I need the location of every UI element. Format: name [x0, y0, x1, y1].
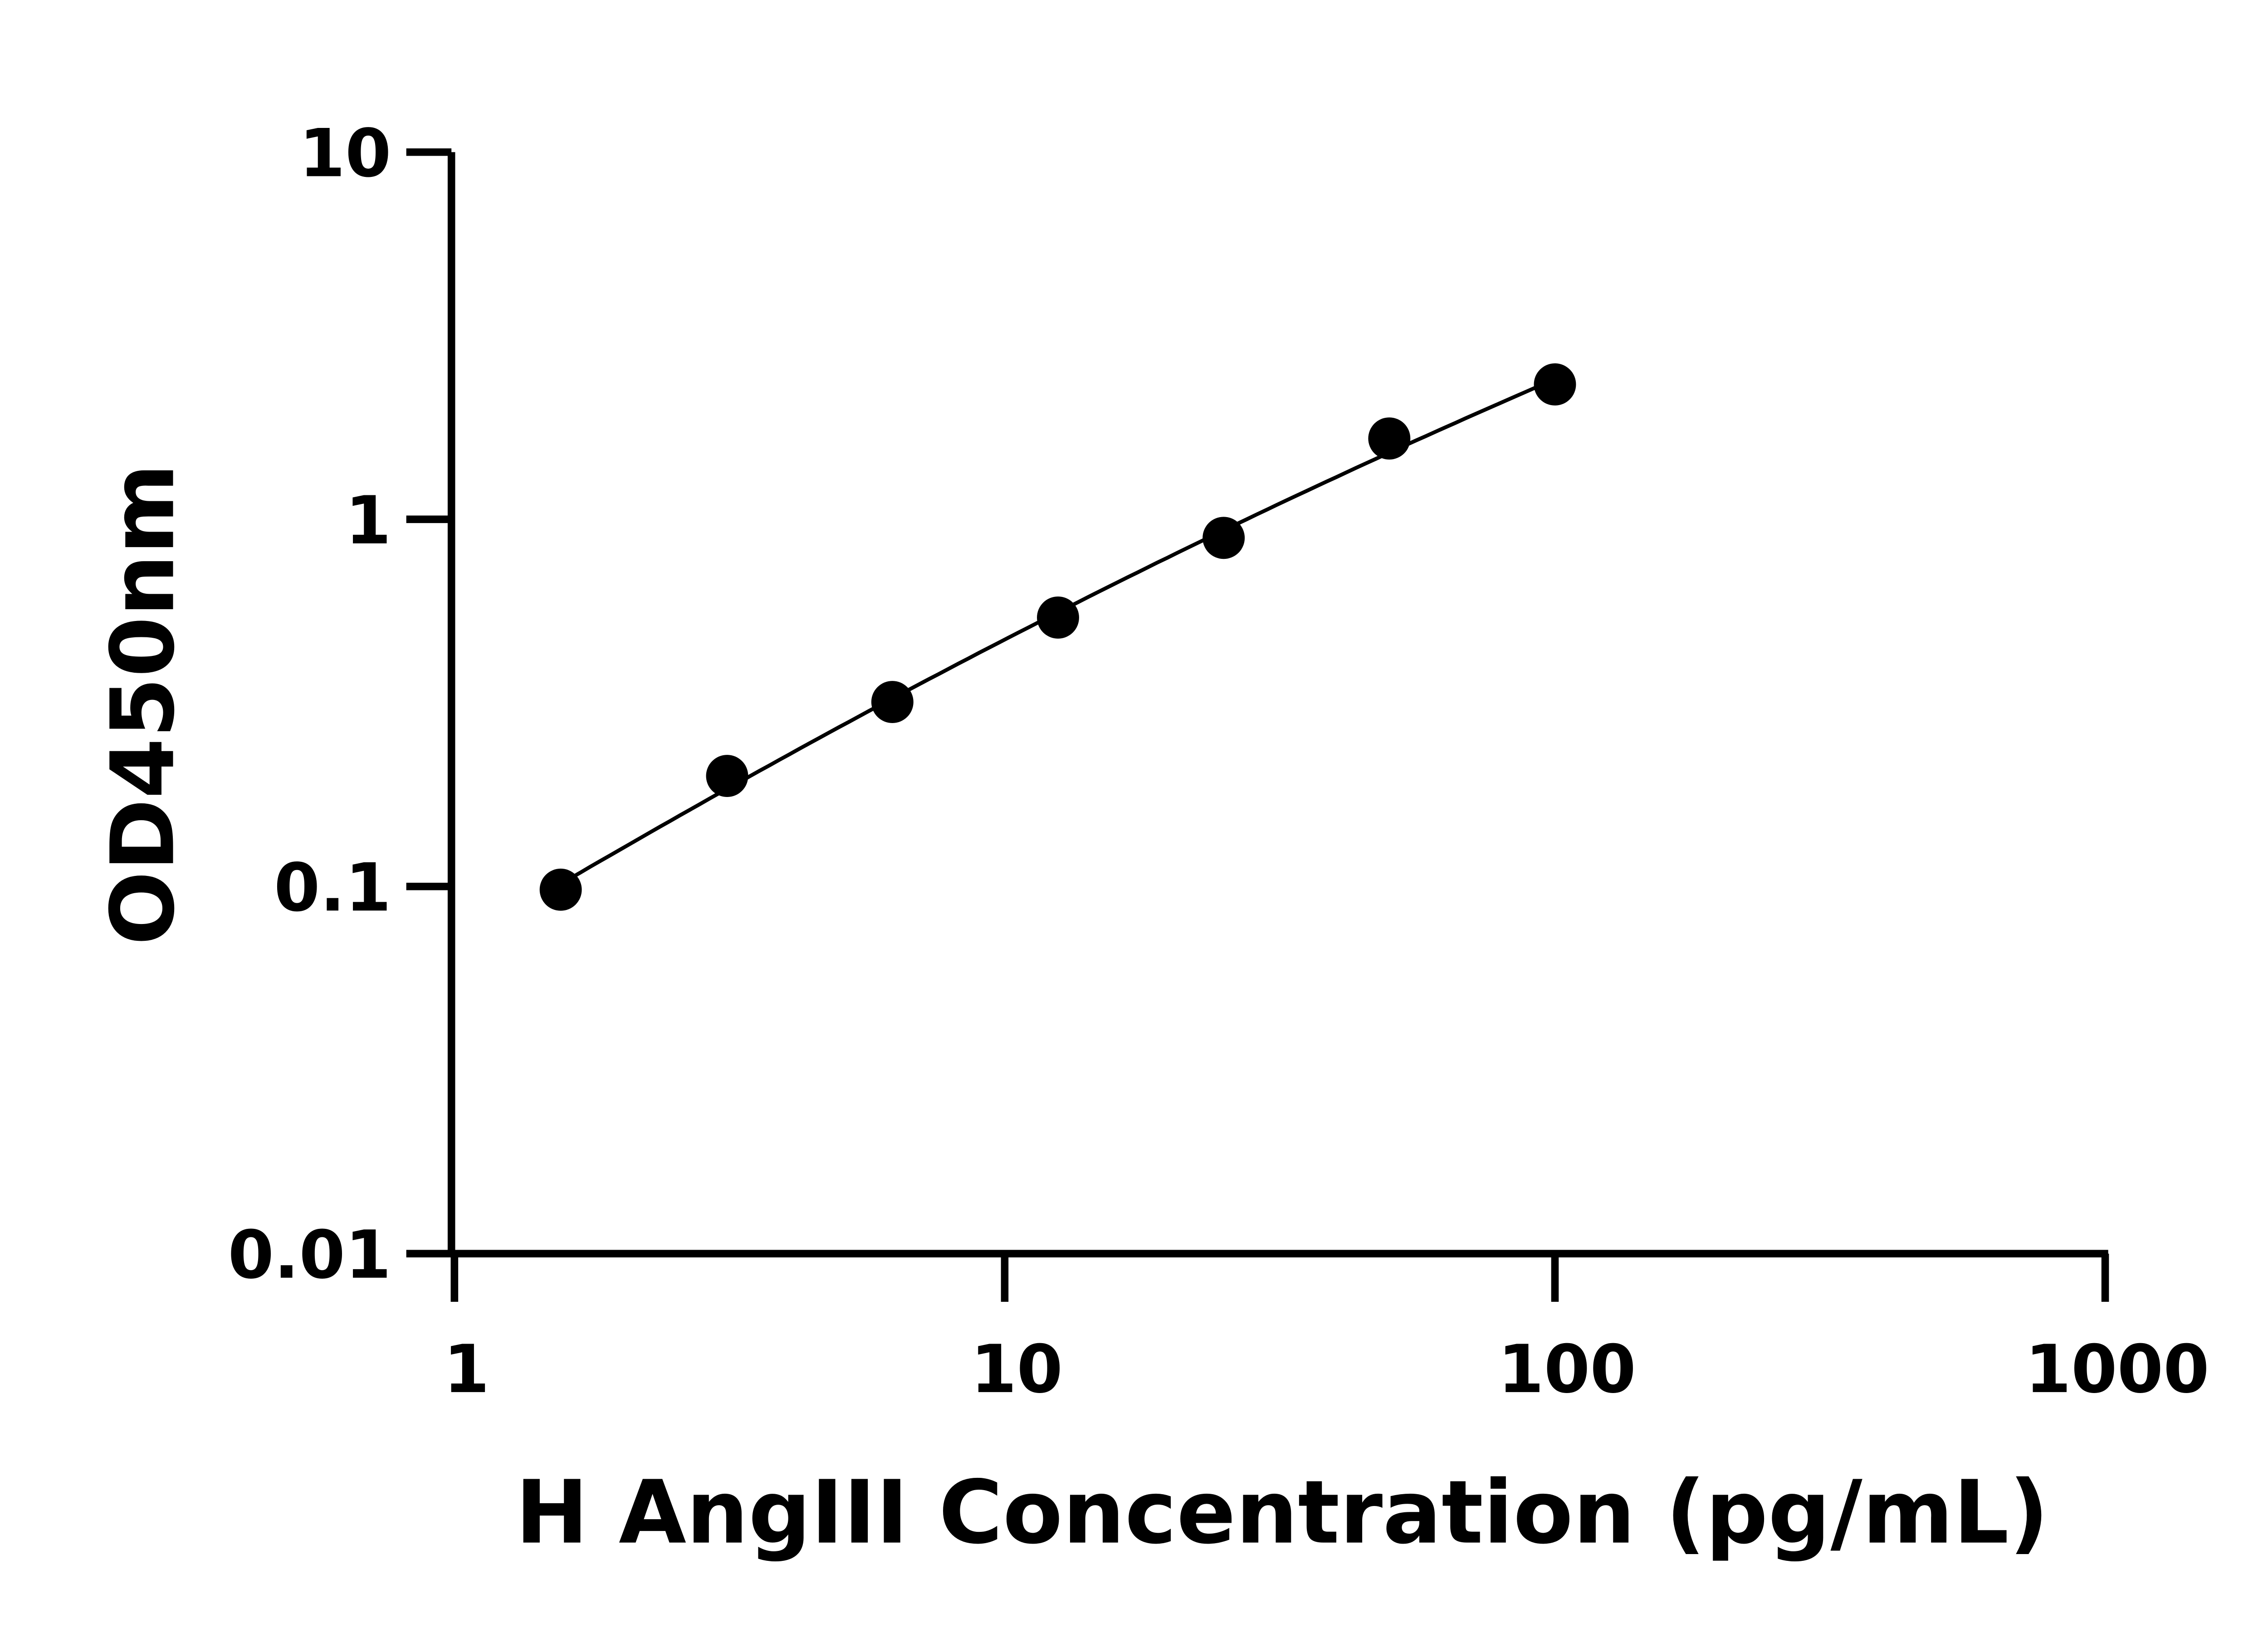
y-tick-label: 10 — [299, 115, 391, 192]
x-tick-label: 1000 — [2025, 1331, 2209, 1408]
data-point — [706, 755, 748, 797]
y-tick-label: 0.1 — [274, 850, 391, 926]
axes — [406, 148, 2109, 1302]
x-axis-title: H AngIII Concentration (pg/mL) — [515, 1462, 2049, 1564]
data-point — [871, 681, 914, 724]
y-tick-labels: 0.01 0.1 1 10 — [228, 115, 391, 1293]
data-point — [1037, 596, 1079, 639]
x-tick-label: 100 — [1498, 1331, 1636, 1408]
x-tick-label: 10 — [971, 1331, 1063, 1408]
data-point — [539, 868, 582, 911]
data-points — [539, 363, 1576, 911]
y-tick-label: 0.01 — [228, 1217, 391, 1294]
data-point — [1534, 363, 1576, 406]
data-point — [1368, 417, 1411, 460]
y-axis-title: OD450nm — [93, 464, 194, 945]
y-tick-label: 1 — [345, 483, 391, 559]
x-tick-label: 1 — [444, 1331, 490, 1408]
x-tick-labels: 1 10 100 1000 — [444, 1331, 2209, 1408]
data-point — [1202, 517, 1245, 559]
